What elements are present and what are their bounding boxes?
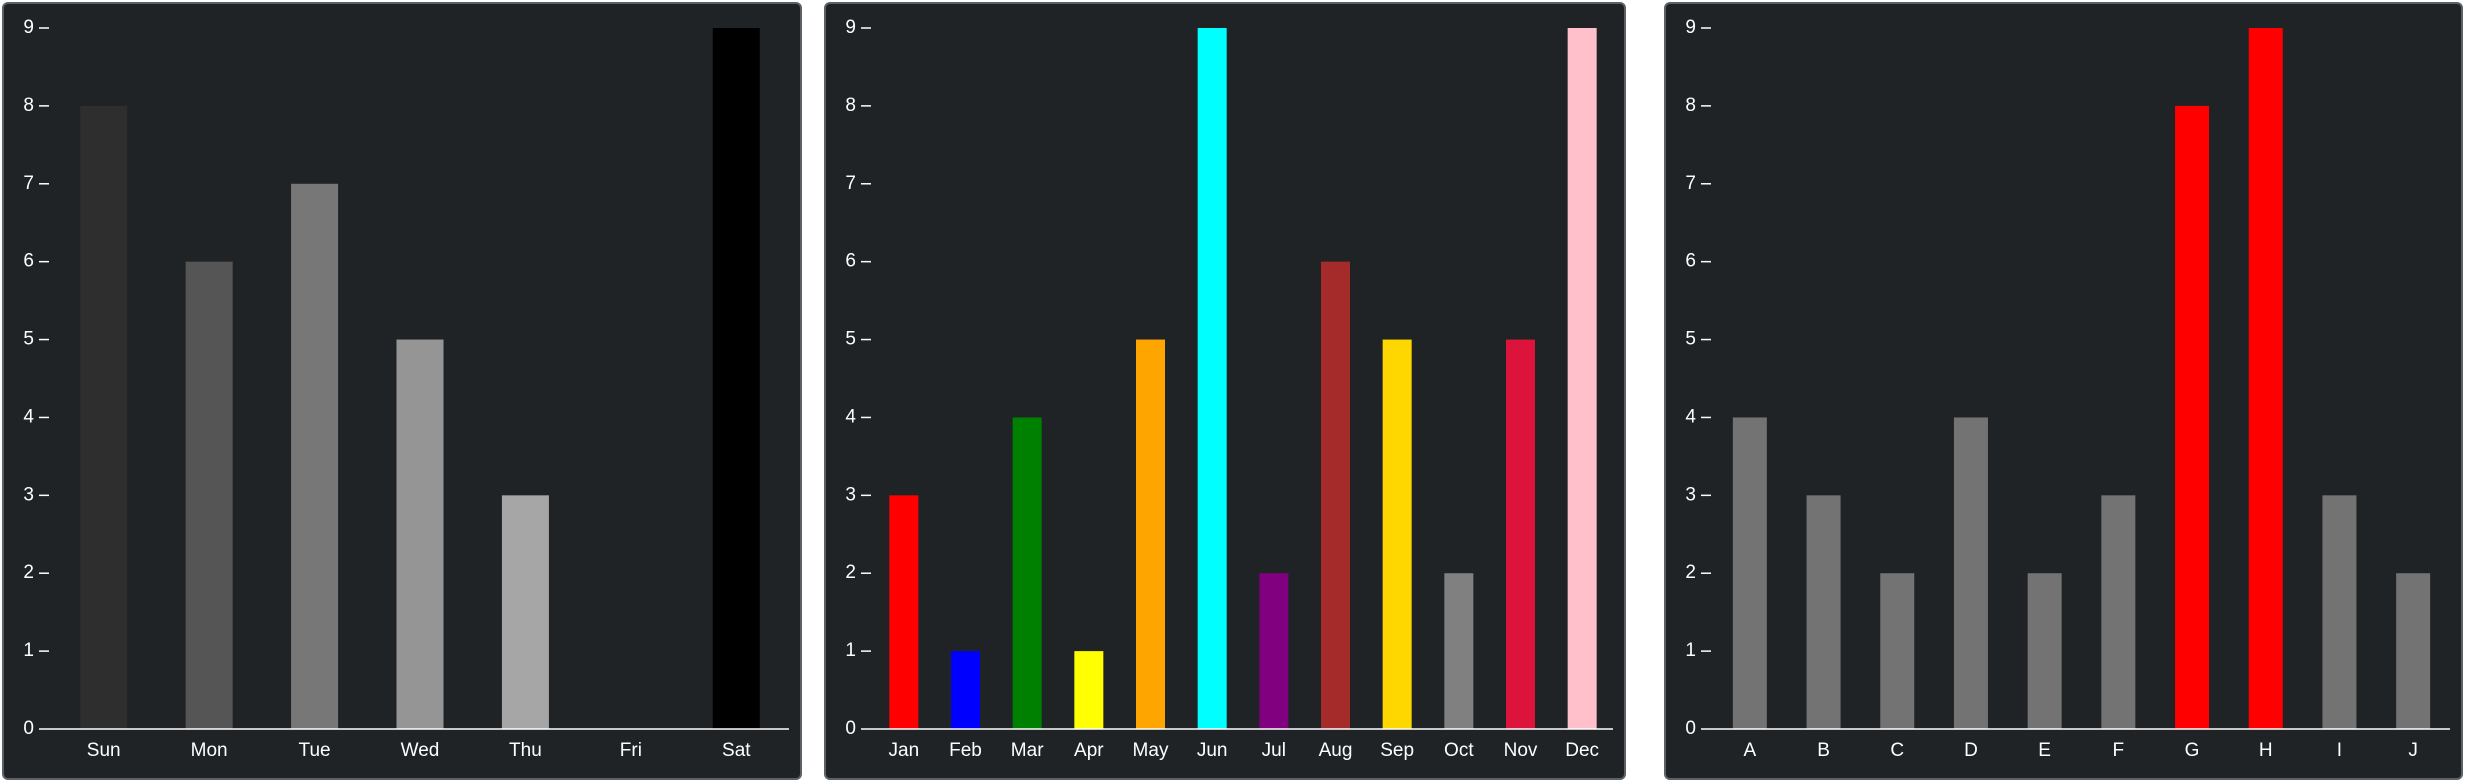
bar-chart-letters: 0 1 2 3 4 5 6 7 8 9 A B C D E F G H I J (1685, 17, 2450, 761)
bar-aug (1321, 261, 1350, 729)
bar-apr (1074, 651, 1104, 729)
y-tick-label: 5 (845, 329, 856, 350)
chart-panel-months: 0 1 2 3 4 5 6 7 8 9 Jan Feb Mar Apr May Jun Jul Aug Sep Oct… (824, 2, 1626, 780)
y-tick-label: 0 (845, 718, 856, 739)
x-tick-label-nov: Nov (1504, 740, 1538, 761)
bar-a (1732, 417, 1767, 729)
x-tick-label-f: F (2113, 740, 2125, 761)
x-tick-label-b: B (1817, 740, 1830, 761)
y-tick-label: 1 (23, 640, 34, 661)
bar-chart-days: 0 1 2 3 4 5 6 7 8 9 Sun Mon Tue Wed Thu Fri Sat (23, 17, 789, 761)
bar-chart-months: 0 1 2 3 4 5 6 7 8 9 Jan Feb Mar Apr May Jun Jul Aug Sep Oct… (845, 17, 1613, 761)
x-tick-label-may: May (1133, 740, 1169, 761)
bar-j (2396, 573, 2431, 729)
y-tick-label: 9 (845, 17, 856, 38)
x-tick-label-c: C (1890, 740, 1904, 761)
bar-sep (1382, 339, 1412, 729)
bar-e (2027, 573, 2062, 729)
bar-i (2322, 495, 2357, 729)
y-tick-label: 7 (1685, 173, 1696, 194)
y-tick-label: 6 (845, 251, 856, 272)
y-tick-label: 8 (1685, 95, 1696, 116)
y-tick-label: 6 (1685, 251, 1696, 272)
bar-b (1806, 495, 1841, 729)
y-tick-label: 5 (23, 329, 34, 350)
x-tick-label-a: A (1744, 740, 1757, 761)
x-tick-label-dec: Dec (1565, 740, 1599, 761)
bar-jan (889, 495, 919, 729)
bar-jun (1197, 28, 1227, 729)
x-tick-label-oct: Oct (1444, 740, 1474, 761)
chart-panel-letters: 0 1 2 3 4 5 6 7 8 9 A B C D E F G H I J (1664, 2, 2463, 780)
bar-mar (1012, 417, 1042, 729)
bar-c (1880, 573, 1915, 729)
y-tick-label: 8 (845, 95, 856, 116)
bar-may (1136, 339, 1165, 729)
x-tick-label-sun: Sun (87, 740, 121, 761)
bar-sat (712, 28, 760, 729)
y-tick-label: 3 (23, 484, 34, 505)
x-tick-label-h: H (2259, 740, 2273, 761)
y-tick-label: 0 (23, 718, 34, 739)
y-tick-label: 7 (845, 173, 856, 194)
x-tick-label-sat: Sat (722, 740, 751, 761)
y-tick-label: 1 (845, 640, 856, 661)
bar-oct (1444, 573, 1474, 729)
y-tick-label: 7 (23, 173, 34, 194)
x-tick-label-apr: Apr (1074, 740, 1104, 761)
x-tick-label-g: G (2185, 740, 2200, 761)
x-tick-label-i: I (2337, 740, 2342, 761)
x-tick-label-mon: Mon (191, 740, 228, 761)
bar-f (2101, 495, 2136, 729)
y-tick-label: 8 (23, 95, 34, 116)
y-tick-label: 5 (1685, 329, 1696, 350)
x-tick-label-feb: Feb (949, 740, 982, 761)
x-tick-label-aug: Aug (1319, 740, 1353, 761)
y-tick-label: 2 (845, 562, 856, 583)
x-tick-label-sep: Sep (1380, 740, 1414, 761)
bar-nov (1506, 339, 1535, 729)
y-tick-label: 3 (845, 484, 856, 505)
bar-sun (80, 105, 128, 729)
bar-jul (1259, 573, 1289, 729)
y-tick-label: 9 (23, 17, 34, 38)
y-tick-label: 4 (23, 406, 34, 427)
bar-tue (291, 183, 339, 729)
y-tick-label: 4 (845, 406, 856, 427)
bar-mon (185, 261, 233, 729)
x-tick-label-jan: Jan (889, 740, 920, 761)
x-tick-label-fri: Fri (620, 740, 642, 761)
y-tick-label: 4 (1685, 406, 1696, 427)
x-tick-label-jul: Jul (1262, 740, 1286, 761)
y-tick-label: 0 (1685, 718, 1696, 739)
x-tick-label-jun: Jun (1197, 740, 1228, 761)
bar-h (2248, 28, 2283, 729)
y-tick-label: 6 (23, 251, 34, 272)
bar-dec (1567, 28, 1597, 729)
y-tick-label: 9 (1685, 17, 1696, 38)
chart-panel-days: 0 1 2 3 4 5 6 7 8 9 Sun Mon Tue Wed Thu Fri Sat (2, 2, 802, 780)
bar-wed (396, 339, 444, 729)
x-tick-label-thu: Thu (509, 740, 542, 761)
x-tick-label-wed: Wed (401, 740, 440, 761)
x-tick-label-mar: Mar (1011, 740, 1044, 761)
bar-feb (951, 651, 980, 729)
y-tick-label: 1 (1685, 640, 1696, 661)
bar-thu (501, 495, 549, 729)
y-tick-label: 3 (1685, 484, 1696, 505)
x-tick-label-j: J (2408, 740, 2418, 761)
x-tick-label-d: D (1964, 740, 1978, 761)
bar-d (1953, 417, 1988, 729)
x-tick-label-tue: Tue (299, 740, 331, 761)
x-tick-label-e: E (2038, 740, 2051, 761)
y-tick-label: 2 (1685, 562, 1696, 583)
y-tick-label: 2 (23, 562, 34, 583)
bar-g (2175, 105, 2210, 729)
